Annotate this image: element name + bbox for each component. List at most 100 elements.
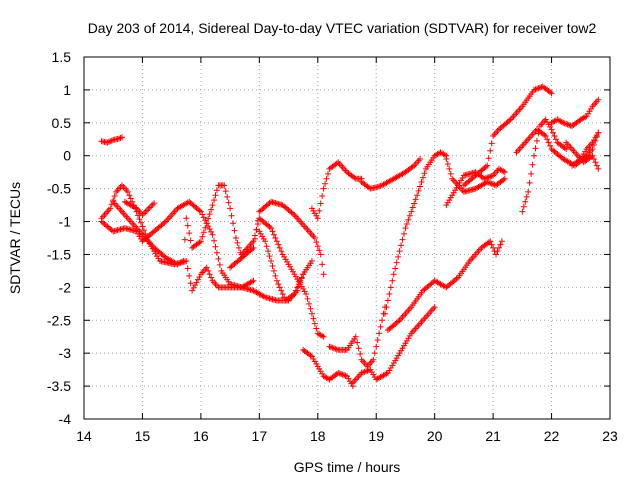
data-point: [487, 238, 494, 245]
data-point: [418, 179, 425, 186]
series-arc-23: [563, 139, 602, 172]
series-arc-15: [443, 156, 508, 195]
data-point: [488, 180, 495, 187]
data-point: [136, 216, 143, 223]
data-point: [523, 193, 530, 200]
data-point: [303, 290, 310, 297]
data-point: [187, 280, 194, 287]
data-point: [183, 215, 190, 222]
data-point: [395, 318, 402, 325]
data-point: [531, 152, 538, 159]
data-point: [497, 241, 504, 248]
data-point: [107, 205, 114, 212]
series-arc-1: [98, 134, 125, 146]
data-point: [260, 293, 267, 300]
data-point: [405, 216, 412, 223]
data-point: [327, 344, 334, 351]
y-tick-labels: -4 -3.5 -3 -2.5 -2 -1.5 -1 -0.5 0 0.5 1 1.5: [47, 49, 71, 427]
x-tick-label: 16: [193, 428, 209, 444]
data-point: [386, 290, 393, 297]
y-tick-label: -1: [59, 214, 72, 230]
data-point: [399, 236, 406, 243]
data-point: [196, 273, 203, 280]
data-point: [443, 156, 450, 163]
data-point: [266, 253, 273, 260]
series-arc-22: [569, 129, 602, 169]
data-point: [333, 346, 340, 353]
data-point: [206, 271, 213, 278]
data-point: [538, 84, 545, 91]
data-point: [361, 368, 368, 375]
data-point: [143, 207, 150, 214]
series-arc-7: [256, 228, 315, 304]
data-point: [200, 214, 207, 221]
data-point: [320, 333, 327, 340]
data-point: [389, 277, 396, 284]
chart-title: Day 203 of 2014, Sidereal Day-to-day VTE…: [88, 20, 597, 36]
data-point: [415, 187, 422, 194]
data-point: [194, 276, 201, 283]
data-point: [341, 372, 348, 379]
data-point: [547, 142, 554, 149]
data-point: [564, 121, 571, 128]
data-point: [332, 345, 339, 352]
data-point: [593, 162, 600, 169]
data-point: [276, 284, 283, 291]
data-point: [494, 248, 501, 255]
data-point: [548, 90, 555, 97]
data-point: [275, 281, 282, 288]
data-point: [111, 193, 118, 200]
data-point: [485, 174, 492, 181]
data-point: [316, 207, 323, 214]
data-point: [371, 350, 378, 357]
data-point: [249, 278, 256, 285]
data-point: [221, 182, 228, 189]
data-point: [447, 170, 454, 177]
data-point: [336, 370, 343, 377]
data-point: [231, 227, 238, 234]
data-point: [490, 244, 497, 251]
data-point: [351, 174, 358, 181]
data-point: [398, 242, 405, 249]
data-point: [273, 277, 280, 284]
data-point: [532, 145, 539, 152]
data-point: [431, 304, 438, 311]
data-point: [105, 138, 112, 145]
data-point: [311, 320, 318, 327]
data-point: [384, 297, 391, 304]
data-point: [209, 231, 216, 238]
data-point: [320, 271, 327, 278]
data-point: [314, 215, 321, 222]
data-point: [414, 192, 421, 199]
data-point: [317, 251, 324, 258]
data-point: [192, 282, 199, 289]
series-arc-21: [548, 96, 602, 130]
data-point: [205, 215, 212, 222]
data-point: [531, 86, 538, 93]
data-point: [533, 137, 540, 144]
x-tick-label: 15: [135, 428, 151, 444]
data-point: [211, 237, 218, 244]
y-tick-label: -4: [59, 411, 72, 427]
x-tick-label: 19: [368, 428, 384, 444]
data-point: [203, 220, 210, 227]
data-point: [117, 134, 124, 141]
data-point: [357, 351, 364, 358]
data-point: [393, 259, 400, 266]
data-point: [209, 202, 216, 209]
data-point: [484, 174, 491, 181]
data-point: [206, 225, 213, 232]
data-point: [329, 344, 336, 351]
data-point: [354, 339, 361, 346]
data-point: [199, 233, 206, 240]
data-point: [487, 147, 494, 154]
data-point: [196, 207, 203, 214]
data-point: [376, 330, 383, 337]
data-point: [417, 183, 424, 190]
data-point: [487, 180, 494, 187]
data-point: [314, 243, 321, 250]
data-point: [230, 220, 237, 227]
data-point: [126, 192, 133, 199]
data-point: [208, 206, 215, 213]
